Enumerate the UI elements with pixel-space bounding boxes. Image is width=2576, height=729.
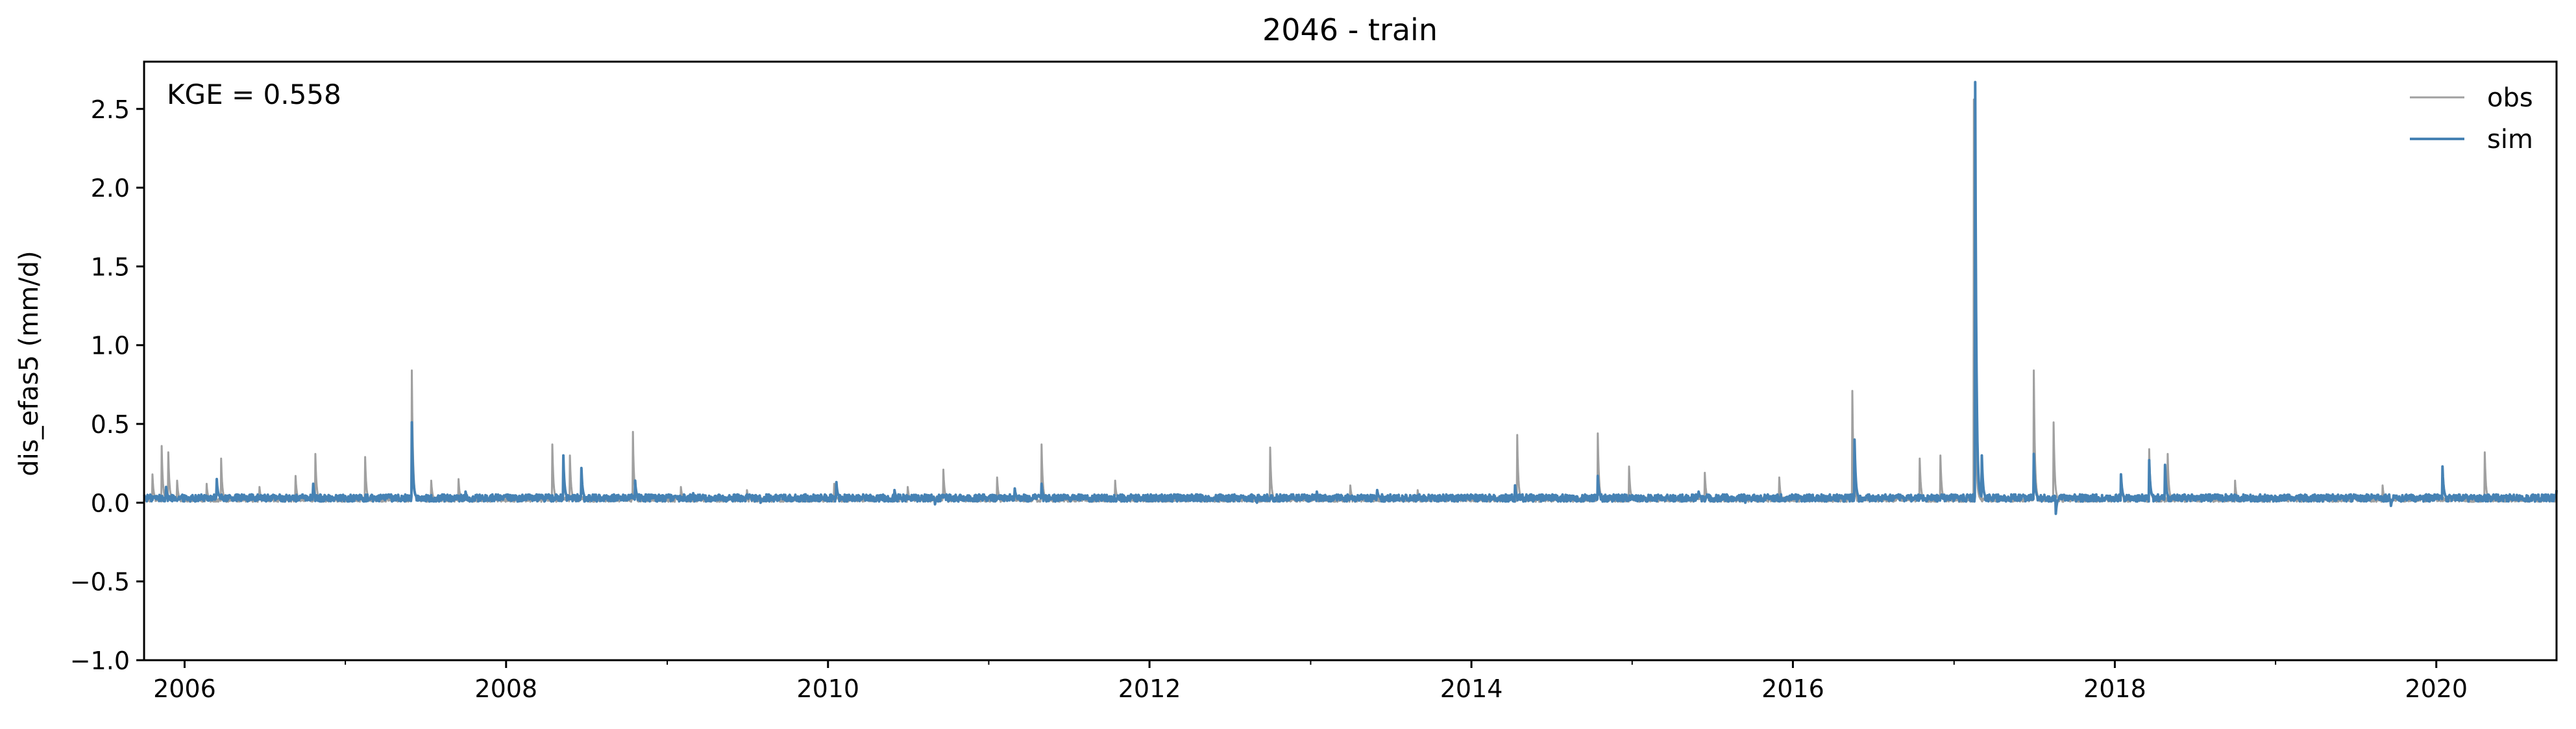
legend-label-sim: sim: [2487, 125, 2533, 154]
y-tick-label: 2.5: [91, 95, 130, 124]
legend-label-obs: obs: [2487, 83, 2533, 113]
y-tick-label: 1.0: [91, 332, 130, 360]
plot-area: [143, 80, 2558, 515]
x-tick-label: 2008: [474, 674, 537, 703]
x-tick-label: 2016: [1761, 674, 1824, 703]
x-tick-label: 2012: [1118, 674, 1181, 703]
legend: obs sim: [2410, 83, 2533, 154]
y-tick-label: 2.0: [91, 174, 130, 203]
y-tick-label: −1.0: [70, 647, 130, 675]
chart-title: 2046 - train: [1262, 12, 1438, 47]
x-tick-label: 2020: [2405, 674, 2468, 703]
y-tick-label: 0.0: [91, 489, 130, 517]
y-tick-label: −0.5: [70, 568, 130, 597]
x-tick-label: 2018: [2083, 674, 2146, 703]
kge-annotation: KGE = 0.558: [167, 79, 341, 110]
x-tick-label: 2014: [1440, 674, 1503, 703]
plot-frame: [143, 60, 2558, 661]
series-line-sim: [143, 80, 2558, 515]
y-tick-label: 1.5: [91, 253, 130, 281]
x-axis: 2006 2008 2010 2012 2014 2016 2018 2020: [153, 660, 2468, 703]
y-axis-label: dis_efas5 (mm/d): [14, 251, 44, 476]
x-tick-label: 2010: [796, 674, 859, 703]
x-tick-label: 2006: [153, 674, 216, 703]
y-axis: −1.0 −0.5 0.0 0.5 1.0 1.5 2.0 2.5: [70, 95, 144, 675]
y-tick-label: 0.5: [91, 410, 130, 439]
